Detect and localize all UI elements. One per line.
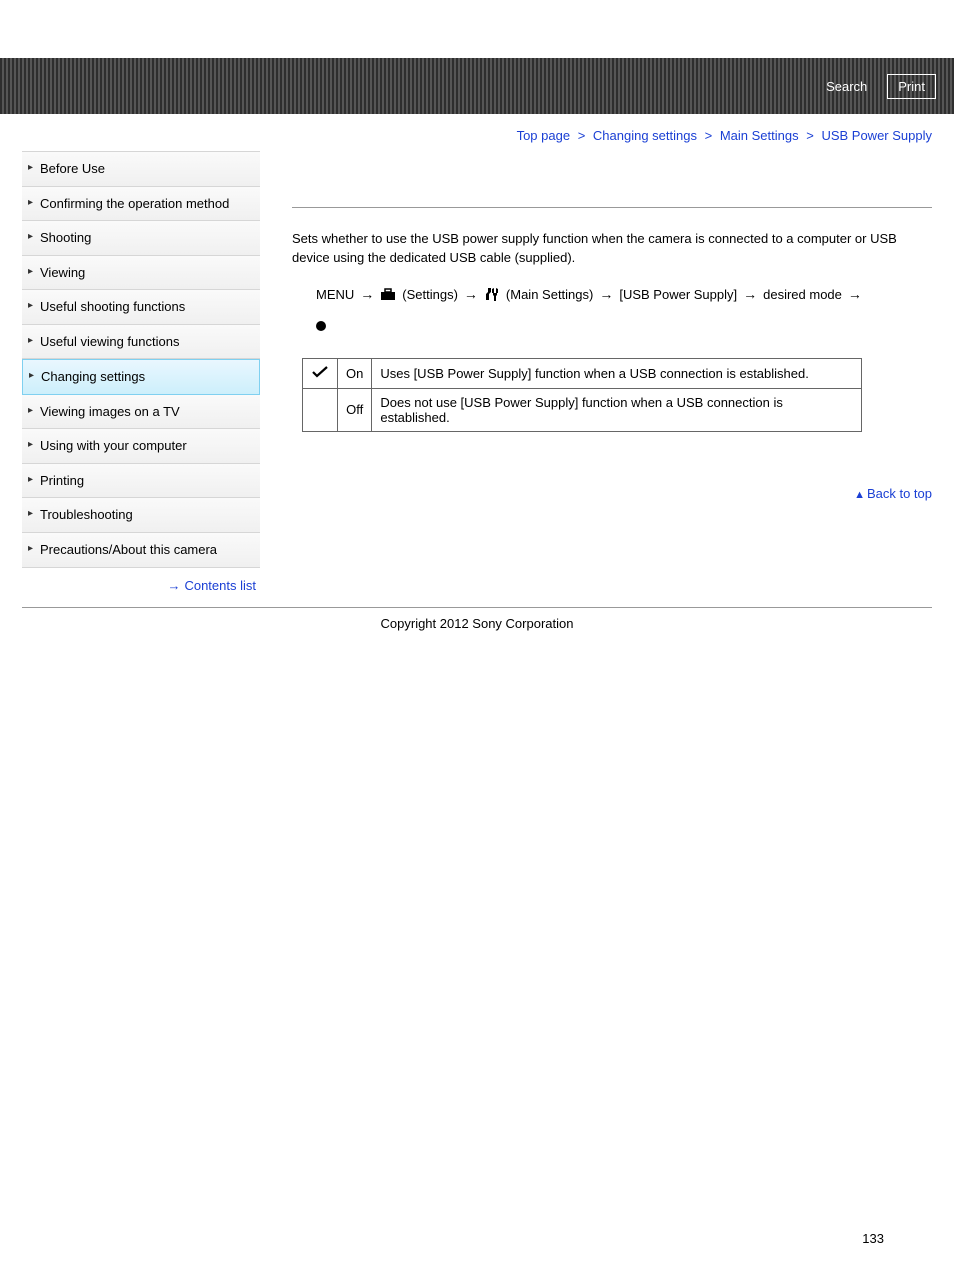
back-to-top-link[interactable]: Back to top	[867, 486, 932, 501]
page-number: 133	[0, 671, 954, 1270]
sidebar: Before UseConfirming the operation metho…	[22, 151, 260, 599]
arrow-icon: →	[599, 282, 613, 307]
sidebar-item[interactable]: Confirming the operation method	[22, 187, 260, 222]
bullet-icon	[316, 321, 326, 331]
menu-path: MENU → (Settings) → (Main Settings) → [U…	[292, 282, 932, 307]
menu-step: MENU	[316, 283, 354, 306]
menu-step: [USB Power Supply]	[619, 283, 737, 306]
option-desc: Uses [USB Power Supply] function when a …	[372, 358, 862, 388]
sidebar-item[interactable]: Viewing images on a TV	[22, 395, 260, 430]
breadcrumb-link[interactable]: Changing settings	[593, 128, 697, 143]
check-cell	[303, 358, 338, 388]
breadcrumb-current[interactable]: USB Power Supply	[821, 128, 932, 143]
check-icon	[311, 365, 329, 379]
sidebar-item[interactable]: Changing settings	[22, 359, 260, 395]
arrow-icon: →	[464, 282, 478, 307]
copyright: Copyright 2012 Sony Corporation	[0, 608, 954, 671]
page-description: Sets whether to use the USB power supply…	[292, 230, 932, 268]
table-row: OnUses [USB Power Supply] function when …	[303, 358, 862, 388]
check-cell	[303, 388, 338, 431]
contents-list-link[interactable]: Contents list	[184, 578, 256, 593]
sidebar-item[interactable]: Shooting	[22, 221, 260, 256]
sidebar-item[interactable]: Precautions/About this camera	[22, 533, 260, 568]
back-to-top-wrap: ▲Back to top	[292, 486, 932, 501]
triangle-up-icon: ▲	[854, 489, 865, 501]
top-bar: Search Print	[0, 58, 954, 114]
arrow-icon: →	[743, 282, 757, 307]
breadcrumb-sep: >	[802, 128, 818, 143]
divider	[292, 207, 932, 208]
menu-step: desired mode	[763, 283, 842, 306]
sidebar-item[interactable]: Using with your computer	[22, 429, 260, 464]
option-label: Off	[338, 388, 372, 431]
option-label: On	[338, 358, 372, 388]
search-button[interactable]: Search	[816, 75, 877, 98]
options-table: OnUses [USB Power Supply] function when …	[302, 358, 862, 432]
print-button[interactable]: Print	[887, 74, 936, 99]
sidebar-item[interactable]: Printing	[22, 464, 260, 499]
wrench-icon	[484, 287, 500, 301]
contents-list-link-wrap: → Contents list	[22, 568, 260, 599]
sidebar-item[interactable]: Troubleshooting	[22, 498, 260, 533]
breadcrumb-sep: >	[574, 128, 590, 143]
sidebar-item[interactable]: Viewing	[22, 256, 260, 291]
table-row: OffDoes not use [USB Power Supply] funct…	[303, 388, 862, 431]
arrow-icon: →	[360, 282, 374, 307]
breadcrumb: Top page > Changing settings > Main Sett…	[0, 114, 954, 151]
breadcrumb-link[interactable]: Main Settings	[720, 128, 799, 143]
sidebar-item[interactable]: Useful viewing functions	[22, 325, 260, 360]
menu-step: (Settings)	[402, 283, 458, 306]
main-content: Sets whether to use the USB power supply…	[260, 151, 932, 501]
sidebar-item[interactable]: Before Use	[22, 151, 260, 187]
option-desc: Does not use [USB Power Supply] function…	[372, 388, 862, 431]
breadcrumb-sep: >	[701, 128, 717, 143]
menu-step: (Main Settings)	[506, 283, 593, 306]
breadcrumb-link[interactable]: Top page	[517, 128, 571, 143]
sidebar-item[interactable]: Useful shooting functions	[22, 290, 260, 325]
arrow-icon: →	[848, 282, 862, 307]
arrow-right-icon: →	[167, 578, 180, 593]
toolbox-icon	[380, 287, 396, 301]
